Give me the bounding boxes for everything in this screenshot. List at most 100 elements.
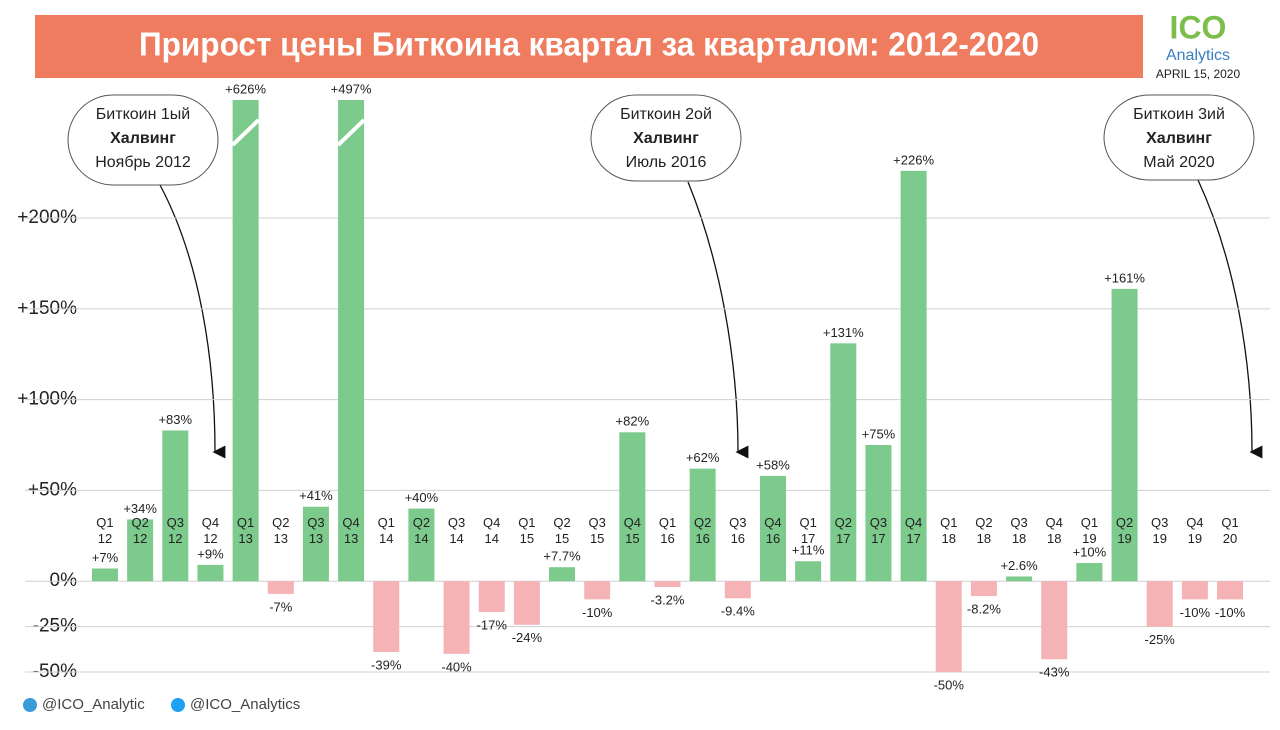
bar <box>619 432 646 582</box>
x-tick-label: Q3 18 <box>1010 515 1027 546</box>
x-tick-label: Q2 15 <box>553 515 570 546</box>
x-tick-label-line: 17 <box>871 531 885 546</box>
bar <box>1181 581 1208 600</box>
x-tick-label: Q3 13 <box>307 515 324 546</box>
value-label: +7.7% <box>543 549 581 564</box>
x-tick-label: Q2 19 <box>1116 515 1133 546</box>
value-label: +10% <box>1073 544 1107 559</box>
x-tick-label-line: 16 <box>766 531 780 546</box>
bar <box>373 581 400 653</box>
x-tick-label: Q2 18 <box>975 515 992 546</box>
value-label: +58% <box>756 457 790 472</box>
x-tick-label-line: 17 <box>836 531 850 546</box>
logo-bottom: Analytics <box>1166 47 1230 64</box>
chart-title: Прирост цены Биткоина квартал за квартал… <box>139 26 1039 63</box>
bar <box>267 581 294 594</box>
x-tick-label: Q4 16 <box>764 515 781 546</box>
bar <box>232 100 259 582</box>
x-tick-label: Q1 19 <box>1081 515 1098 546</box>
x-tick-label-line: 18 <box>1012 531 1026 546</box>
x-tick-label-line: 14 <box>379 531 393 546</box>
x-tick-label: Q4 19 <box>1186 515 1203 546</box>
value-label: -10% <box>582 605 613 620</box>
value-label: +34% <box>123 501 157 516</box>
x-tick-label-line: 15 <box>590 531 604 546</box>
bar <box>197 564 224 582</box>
value-label: -50% <box>934 677 965 692</box>
annotation-text: Май 2020 <box>1143 154 1214 171</box>
arrow <box>1197 179 1263 459</box>
bar <box>935 581 962 672</box>
value-label: +626% <box>225 81 266 96</box>
bar <box>970 581 997 597</box>
value-label: +161% <box>1104 270 1145 285</box>
bar <box>162 430 189 582</box>
arrow <box>159 184 226 459</box>
value-label: -40% <box>441 659 472 674</box>
x-tick-label-line: 19 <box>1188 531 1202 546</box>
value-label: -24% <box>512 630 543 645</box>
x-tick-label-line: 18 <box>1047 531 1061 546</box>
bar <box>127 519 154 582</box>
x-tick-label-line: Q4 <box>1046 515 1063 530</box>
x-tick-label-line: 15 <box>625 531 639 546</box>
x-tick-label: Q2 17 <box>835 515 852 546</box>
value-label: -39% <box>371 657 402 672</box>
x-tick-label: Q2 12 <box>131 515 148 546</box>
x-tick-label: Q3 19 <box>1151 515 1168 546</box>
value-label: +226% <box>893 152 934 167</box>
bar <box>654 581 681 588</box>
x-tick-label-line: Q3 <box>167 515 184 530</box>
x-tick-label-line: 13 <box>309 531 323 546</box>
x-tick-label: Q3 17 <box>870 515 887 546</box>
annotation-bubble <box>1103 94 1255 181</box>
x-tick-label-line: Q3 <box>729 515 746 530</box>
value-label: -10% <box>1180 605 1211 620</box>
twitter-icon <box>171 698 185 712</box>
value-label: -10% <box>1215 605 1246 620</box>
x-tick-label-line: 16 <box>660 531 674 546</box>
x-tick-label-line: Q1 <box>96 515 113 530</box>
x-tick-label: Q3 16 <box>729 515 746 546</box>
x-tick-label-line: 17 <box>906 531 920 546</box>
bar <box>830 343 857 582</box>
bar <box>900 170 927 582</box>
x-tick-label-line: Q2 <box>272 515 289 530</box>
bar <box>584 581 611 600</box>
x-tick-label-line: Q4 <box>483 515 500 530</box>
bar <box>759 475 786 582</box>
x-tick-label-line: Q1 <box>1221 515 1238 530</box>
x-tick-label: Q1 20 <box>1221 515 1238 546</box>
x-tick-label-line: 14 <box>484 531 498 546</box>
x-tick-label-line: 12 <box>168 531 182 546</box>
x-tick-label-line: Q2 <box>131 515 148 530</box>
x-tick-label-line: Q2 <box>553 515 570 530</box>
bar <box>1006 576 1033 582</box>
x-tick-label-line: Q1 <box>940 515 957 530</box>
x-tick-label-line: Q3 <box>870 515 887 530</box>
axis-break <box>336 118 366 147</box>
date: APRIL 15, 2020 <box>1156 67 1241 81</box>
x-tick-label-line: 13 <box>238 531 252 546</box>
x-tick-label-line: 12 <box>203 531 217 546</box>
x-tick-label-line: 12 <box>133 531 147 546</box>
x-tick-label: Q3 15 <box>589 515 606 546</box>
footer-text: @ICO_Analytics <box>190 696 300 713</box>
x-tick-label: Q1 13 <box>237 515 254 546</box>
annotation-text: Биткоин 3ий <box>1133 106 1225 123</box>
x-tick-label-line: 16 <box>695 531 709 546</box>
value-label: +7% <box>92 550 119 565</box>
bar <box>302 506 329 582</box>
plot <box>91 100 1244 672</box>
x-tick-label-line: Q1 <box>378 515 395 530</box>
bar <box>1041 581 1068 660</box>
x-tick-label-line: 19 <box>1152 531 1166 546</box>
telegram-icon <box>23 698 37 712</box>
x-tick-label: Q4 12 <box>202 515 219 546</box>
value-label: +497% <box>331 81 372 96</box>
annotation-text: Биткоин 2ой <box>620 106 712 123</box>
x-tick-label-line: 13 <box>274 531 288 546</box>
value-label: -25% <box>1145 632 1176 647</box>
bar <box>478 581 505 613</box>
